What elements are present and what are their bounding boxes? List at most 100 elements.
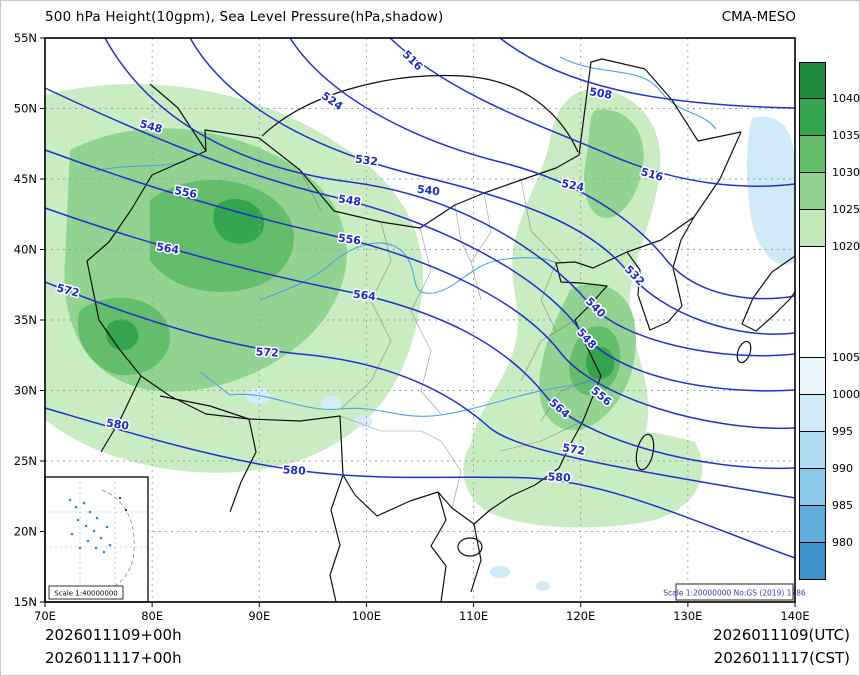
scale-badge: Scale 1:20000000 No:GS (2019) 1786 [663, 583, 806, 601]
colorbar-label: 1000 [832, 388, 860, 401]
contour-532 [189, 37, 796, 335]
chart-title: 500 hPa Height(10gpm), Sea Level Pressur… [45, 9, 444, 25]
nine-dash-line [100, 489, 135, 593]
contour-548 [44, 87, 796, 392]
inset-map: Scale 1:40000000 [44, 476, 149, 603]
contour-524 [289, 37, 796, 300]
pressure-shading [45, 84, 795, 591]
vietnam-coast [470, 523, 482, 593]
colorbar-label: 1005 [832, 351, 860, 364]
korea-outline [626, 216, 695, 331]
shade-spot-blue4 [490, 566, 510, 578]
contour-label: 564 [155, 240, 180, 257]
india-west-border [100, 375, 142, 453]
shade-spot-blue3 [354, 415, 372, 427]
inset-scale-box [48, 585, 124, 600]
y-tick-label: 15N [14, 595, 37, 609]
y-tick-label: 20N [14, 525, 37, 539]
colorbar-label: 995 [832, 425, 853, 438]
inset-island [119, 497, 121, 499]
inset-obs-dots [68, 498, 112, 554]
y-tick-label: 35N [14, 313, 37, 327]
axis-ticks [40, 37, 796, 607]
y-tick-label: 25N [14, 454, 37, 468]
yangtze-upper [199, 371, 231, 396]
contour-label: 532 [354, 152, 379, 168]
yellow-river [259, 242, 558, 301]
myanmar-border [329, 474, 344, 603]
contour-540 [104, 37, 796, 357]
shade-west-dark [213, 198, 265, 244]
kazakh-border [149, 83, 207, 152]
scale-badge-text: Scale 1:20000000 No:GS (2019) 1786 [663, 589, 806, 598]
colorbar-segment [799, 62, 826, 99]
y-tick-label: 45N [14, 172, 37, 186]
colorbar-label: 1040 [832, 92, 860, 105]
colorbar-label: 1025 [832, 203, 860, 216]
colorbar-label: 1035 [832, 129, 860, 142]
x-tick-label: 110E [459, 609, 488, 623]
contour-label: 508 [588, 85, 613, 102]
colorbar-label: 1020 [832, 240, 860, 253]
contour-label: 564 [352, 288, 377, 304]
colorbar-segment [799, 506, 826, 543]
shade-east-blue [747, 116, 795, 265]
contour-label: 580 [547, 470, 571, 484]
colorbar-segment [799, 395, 826, 432]
x-tick-label: 80E [141, 609, 163, 623]
vietnam-border [430, 491, 447, 603]
colorbar-segment [799, 210, 826, 247]
mongolia-border [261, 74, 579, 153]
contour-556 [44, 149, 796, 430]
valid-time-cst: 2026011117(CST) [713, 649, 850, 667]
x-tick-label: 90E [248, 609, 270, 623]
x-tick-label: 120E [566, 609, 595, 623]
contour-564 [44, 207, 796, 470]
y-tick-label: 50N [14, 102, 37, 116]
init-time-utc: 2026011109+00h [45, 626, 182, 644]
nepal-border [159, 395, 250, 420]
x-axis-labels: 70E 80E 90E 100E 110E 120E 130E 140E [34, 609, 810, 623]
x-tick-label: 100E [352, 609, 381, 623]
contour-508 [499, 37, 796, 109]
shade-spot-blue2 [321, 396, 341, 410]
x-tick-label: 130E [673, 609, 702, 623]
y-tick-label: 30N [14, 384, 37, 398]
x-tick-label: 70E [34, 609, 56, 623]
rivers [94, 56, 717, 417]
japan-outline [741, 255, 796, 332]
kyushu-island [736, 340, 752, 364]
inset-island [125, 509, 127, 511]
y-axis-labels: 55N 50N 45N 40N 35N 30N 25N 20N 15N [14, 31, 37, 609]
contour-580 [44, 407, 796, 559]
contour-label: 540 [416, 183, 441, 199]
shade-spot-blue5 [536, 581, 550, 591]
colorbar-segment [799, 173, 826, 210]
colorbar-segment [799, 358, 826, 395]
colorbar-segment [799, 247, 826, 358]
contour-label: 580 [282, 463, 306, 478]
colorbar-segment [799, 543, 826, 580]
init-time-cst: 2026011117+00h [45, 649, 182, 667]
y-tick-label: 55N [14, 31, 37, 45]
model-name: CMA-MESO [721, 9, 796, 25]
contour-label: 516 [400, 48, 426, 74]
y-tick-label: 40N [14, 243, 37, 257]
amur-river [559, 56, 717, 130]
valid-time-utc: 2026011109(UTC) [713, 626, 850, 644]
colorbar-segment [799, 469, 826, 506]
colorbar-label: 1030 [832, 166, 860, 179]
contour-label: 524 [319, 89, 346, 113]
colorbar-label: 985 [832, 499, 853, 512]
india-border [229, 418, 257, 513]
gridlines [45, 38, 795, 602]
contour-label: 548 [337, 192, 362, 208]
contour-label: 556 [337, 231, 362, 247]
shade-east-mid-ne [584, 109, 644, 219]
contour-label: 556 [173, 184, 198, 201]
x-tick-label: 140E [780, 609, 809, 623]
colorbar-segment [799, 99, 826, 136]
colorbar-segment [799, 136, 826, 173]
